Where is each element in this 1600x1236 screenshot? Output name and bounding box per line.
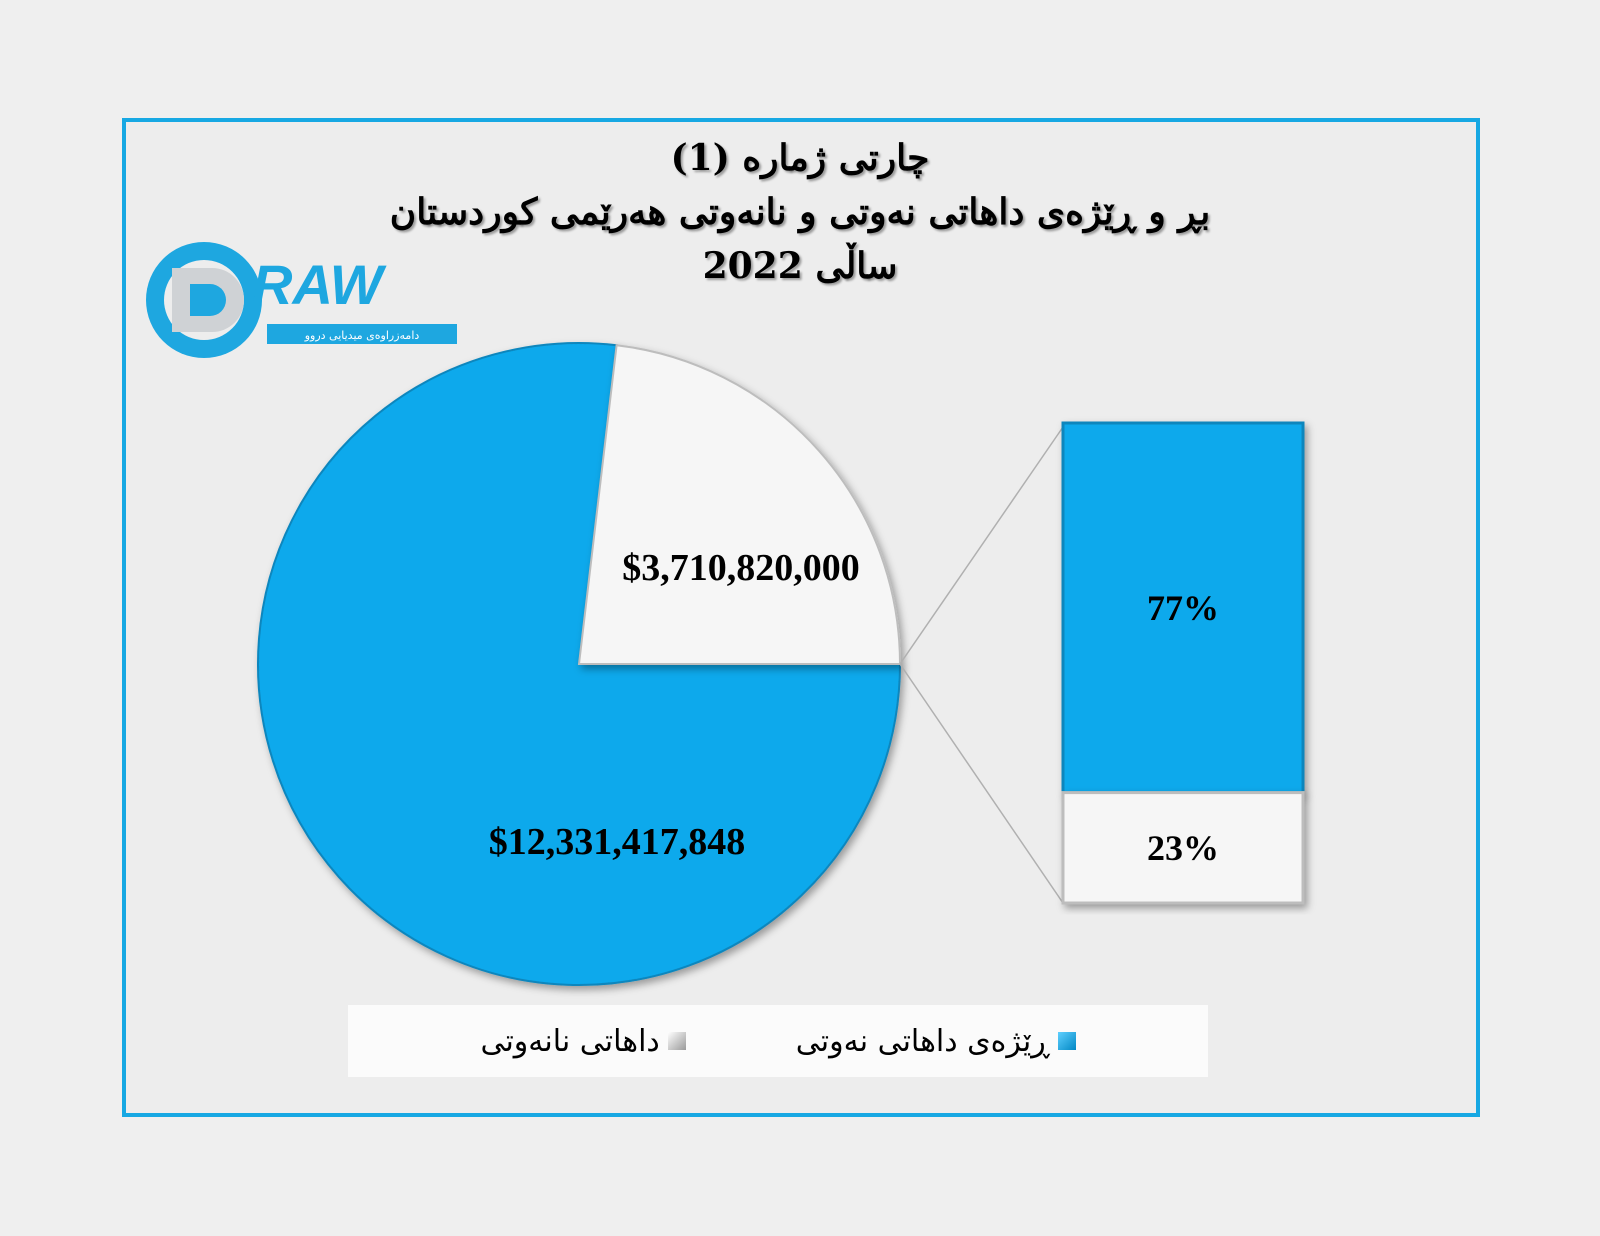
logo-wordmark: RAW (252, 253, 387, 316)
chart-year: ساڵی 2022 (702, 245, 898, 287)
chart-subtitle: بڕ و ڕێژەی داهاتی نەوتی و نانەوتی هەرێمی… (389, 191, 1211, 233)
legend: ڕێژەی داهاتی نەوتی داهاتی نانەوتی (348, 1005, 1208, 1077)
connector-line-bottom (899, 663, 1064, 904)
logo-subtitle: دامەزراوەی میدیایی دروو (304, 329, 420, 342)
legend-item-non-oil: داهاتی نانەوتی (480, 1023, 686, 1059)
bar-label-oil: 77% (1147, 588, 1219, 628)
bar-label-non-oil: 23% (1147, 828, 1219, 868)
data-label-non-oil: $3,710,820,000 (622, 547, 860, 589)
pie-slice-non-oil (577, 344, 902, 665)
connector-line-top (899, 426, 1064, 665)
legend-item-oil: ڕێژەی داهاتی نەوتی (796, 1024, 1076, 1059)
legend-label-oil: ڕێژەی داهاتی نەوتی (795, 1023, 1050, 1059)
draw-logo: RAW دامەزراوەی میدیایی دروو (146, 242, 457, 358)
legend-swatch-non-oil (667, 1032, 686, 1050)
data-label-oil: $12,331,417,848 (489, 821, 746, 863)
legend-label-non-oil: داهاتی نانەوتی (480, 1023, 660, 1059)
legend-swatch-oil (1057, 1032, 1076, 1050)
bar-segment-non-oil (1061, 791, 1305, 905)
chart-title: چارتی ژمارە (1) (670, 137, 930, 179)
